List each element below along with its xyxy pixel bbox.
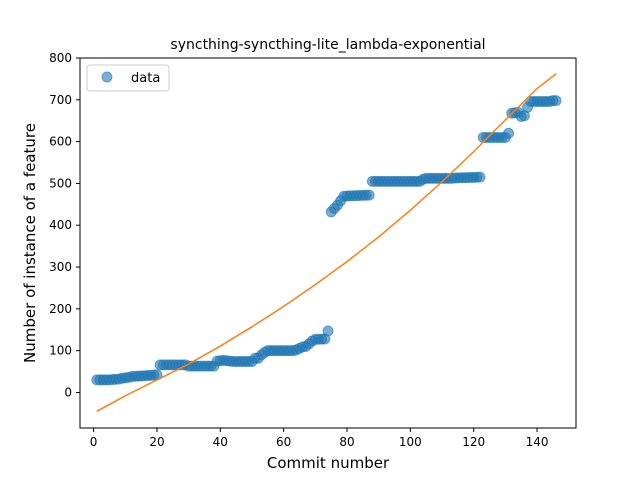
- data-point: [504, 128, 514, 138]
- legend: data: [87, 65, 169, 91]
- y-tick-label: 400: [49, 218, 72, 232]
- x-axis-label: Commit number: [267, 454, 390, 472]
- x-tick-label: 20: [149, 435, 164, 449]
- y-tick-label: 800: [49, 51, 72, 65]
- data-point: [364, 190, 374, 200]
- data-point: [323, 326, 333, 336]
- legend-marker: [102, 72, 112, 82]
- x-tick-label: 100: [399, 435, 422, 449]
- x-tick-label: 80: [339, 435, 354, 449]
- data-layer: [92, 74, 561, 411]
- y-tick-label: 500: [49, 176, 72, 190]
- y-tick-label: 100: [49, 344, 72, 358]
- x-axis: 0 20 40 60 80 100 120 140: [90, 428, 549, 449]
- x-tick-label: 0: [90, 435, 98, 449]
- x-tick-label: 40: [213, 435, 228, 449]
- x-tick-label: 140: [526, 435, 549, 449]
- y-tick-label: 300: [49, 260, 72, 274]
- y-axis-label: Number of instance of a feature: [21, 123, 39, 363]
- x-tick-label: 60: [276, 435, 291, 449]
- data-point: [475, 172, 485, 182]
- chart-title: syncthing-syncthing-lite_lambda-exponent…: [170, 37, 485, 53]
- y-tick-label: 600: [49, 135, 72, 149]
- y-tick-label: 200: [49, 302, 72, 316]
- y-axis: 0 100 200 300 400 500 600 700 800: [49, 51, 80, 399]
- y-tick-label: 0: [64, 385, 72, 399]
- legend-entry: data: [131, 71, 160, 86]
- x-tick-label: 120: [462, 435, 485, 449]
- data-point: [551, 96, 561, 106]
- y-tick-label: 700: [49, 93, 72, 107]
